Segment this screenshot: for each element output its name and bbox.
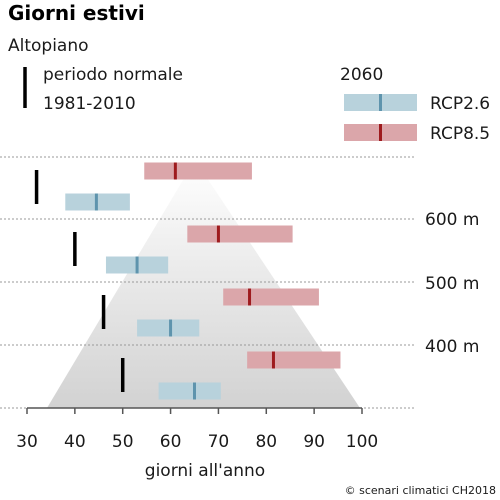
x-tick-label-40: 40 <box>64 432 86 452</box>
elevation-label-400: 400 m <box>425 337 479 357</box>
rcp85-range-bar-1 <box>187 225 293 243</box>
legend-normal-label-2: 1981-2010 <box>43 94 136 114</box>
rcp85-range-bar-3 <box>247 351 341 369</box>
elevation-label-600: 600 m <box>425 210 479 230</box>
chart-subtitle: Altopiano <box>8 36 89 56</box>
x-tick-label-50: 50 <box>112 432 134 452</box>
x-tick-label-80: 80 <box>255 432 277 452</box>
legend-future-title: 2060 <box>340 65 383 85</box>
rcp85-range-bar-0 <box>144 162 252 180</box>
rcp85-range-bar-2 <box>223 288 319 306</box>
legend-normal-label-1: periodo normale <box>43 65 183 85</box>
chart-marks <box>34 162 341 400</box>
x-axis-label: giorni all'anno <box>145 461 265 481</box>
x-axis-ticks: 30 40 50 60 70 80 90 100 <box>16 408 378 452</box>
x-tick-label-90: 90 <box>303 432 325 452</box>
chart-title: Giorni estivi <box>8 1 145 25</box>
source-credit: © scenari climatici CH2018 <box>345 484 496 497</box>
x-tick-label-70: 70 <box>208 432 230 452</box>
rcp26-range-bar-2 <box>137 319 200 337</box>
mountain-silhouette <box>47 160 360 408</box>
x-tick-label-100: 100 <box>346 432 378 452</box>
x-tick-label-60: 60 <box>160 432 182 452</box>
legend-rcp85-label: RCP8.5 <box>430 124 490 144</box>
legend-rcp26-label: RCP2.6 <box>430 94 490 114</box>
elevation-label-500: 500 m <box>425 274 479 294</box>
rcp26-range-bar-3 <box>158 382 221 400</box>
x-tick-label-30: 30 <box>16 432 38 452</box>
